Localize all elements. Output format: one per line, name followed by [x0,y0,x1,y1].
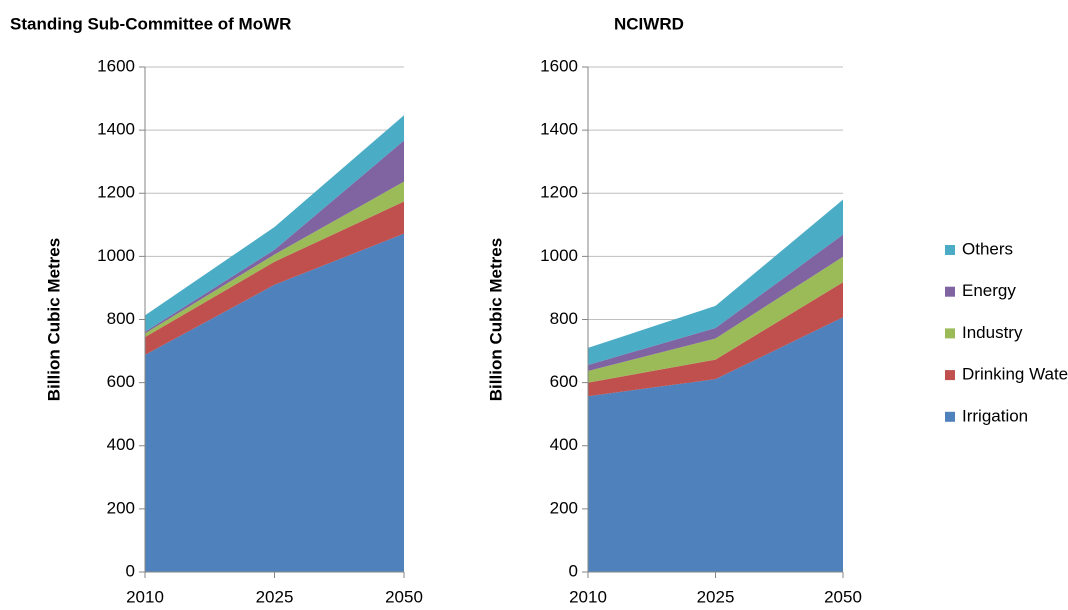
legend-swatch [945,286,955,297]
y-tick-label: 1400 [540,120,578,139]
x-tick-label: 2050 [824,587,862,606]
chart-title: NCIWRD [614,14,684,33]
y-tick-label: 800 [107,309,135,328]
legend-label: Industry [962,323,1023,342]
y-tick-label: 1200 [540,183,578,202]
y-tick-label: 600 [550,372,578,391]
y-tick-label: 600 [107,372,135,391]
y-tick-label: 400 [550,435,578,454]
x-tick-label: 2050 [385,587,423,606]
area [588,256,843,383]
y-tick-label: 1600 [97,56,135,75]
y-tick-label: 1400 [97,120,135,139]
legend-swatch [945,411,955,422]
y-tick-label: 1600 [540,56,578,75]
area [145,115,404,332]
x-tick-label: 2010 [126,587,164,606]
area [588,282,843,397]
legend-label: Others [962,239,1013,258]
area [145,201,404,355]
legend-label: Drinking Water [962,365,1068,384]
y-tick-label: 200 [107,498,135,517]
y-tick-label: 1200 [97,183,135,202]
y-tick-label: 0 [126,561,135,580]
area [588,199,843,365]
legend-swatch [945,370,955,381]
legend-swatch [945,245,955,255]
legend-label: Energy [962,281,1016,300]
x-tick-label: 2025 [256,587,294,606]
legend-label: Irrigation [962,406,1028,425]
y-tick-label: 1000 [97,246,135,265]
x-tick-label: 2025 [697,587,735,606]
y-axis-label: Billion Cubic Metres [486,238,505,401]
x-tick-label: 2010 [569,587,607,606]
area [588,317,843,572]
y-tick-label: 800 [550,309,578,328]
y-tick-label: 400 [107,435,135,454]
y-tick-label: 1000 [540,246,578,265]
y-tick-label: 0 [569,561,578,580]
area [145,233,404,572]
chart-title: Standing Sub-Committee of MoWR [10,14,291,33]
legend-swatch [945,328,955,339]
area [145,181,404,338]
y-axis-label: Billion Cubic Metres [44,238,63,401]
y-tick-label: 200 [550,498,578,517]
